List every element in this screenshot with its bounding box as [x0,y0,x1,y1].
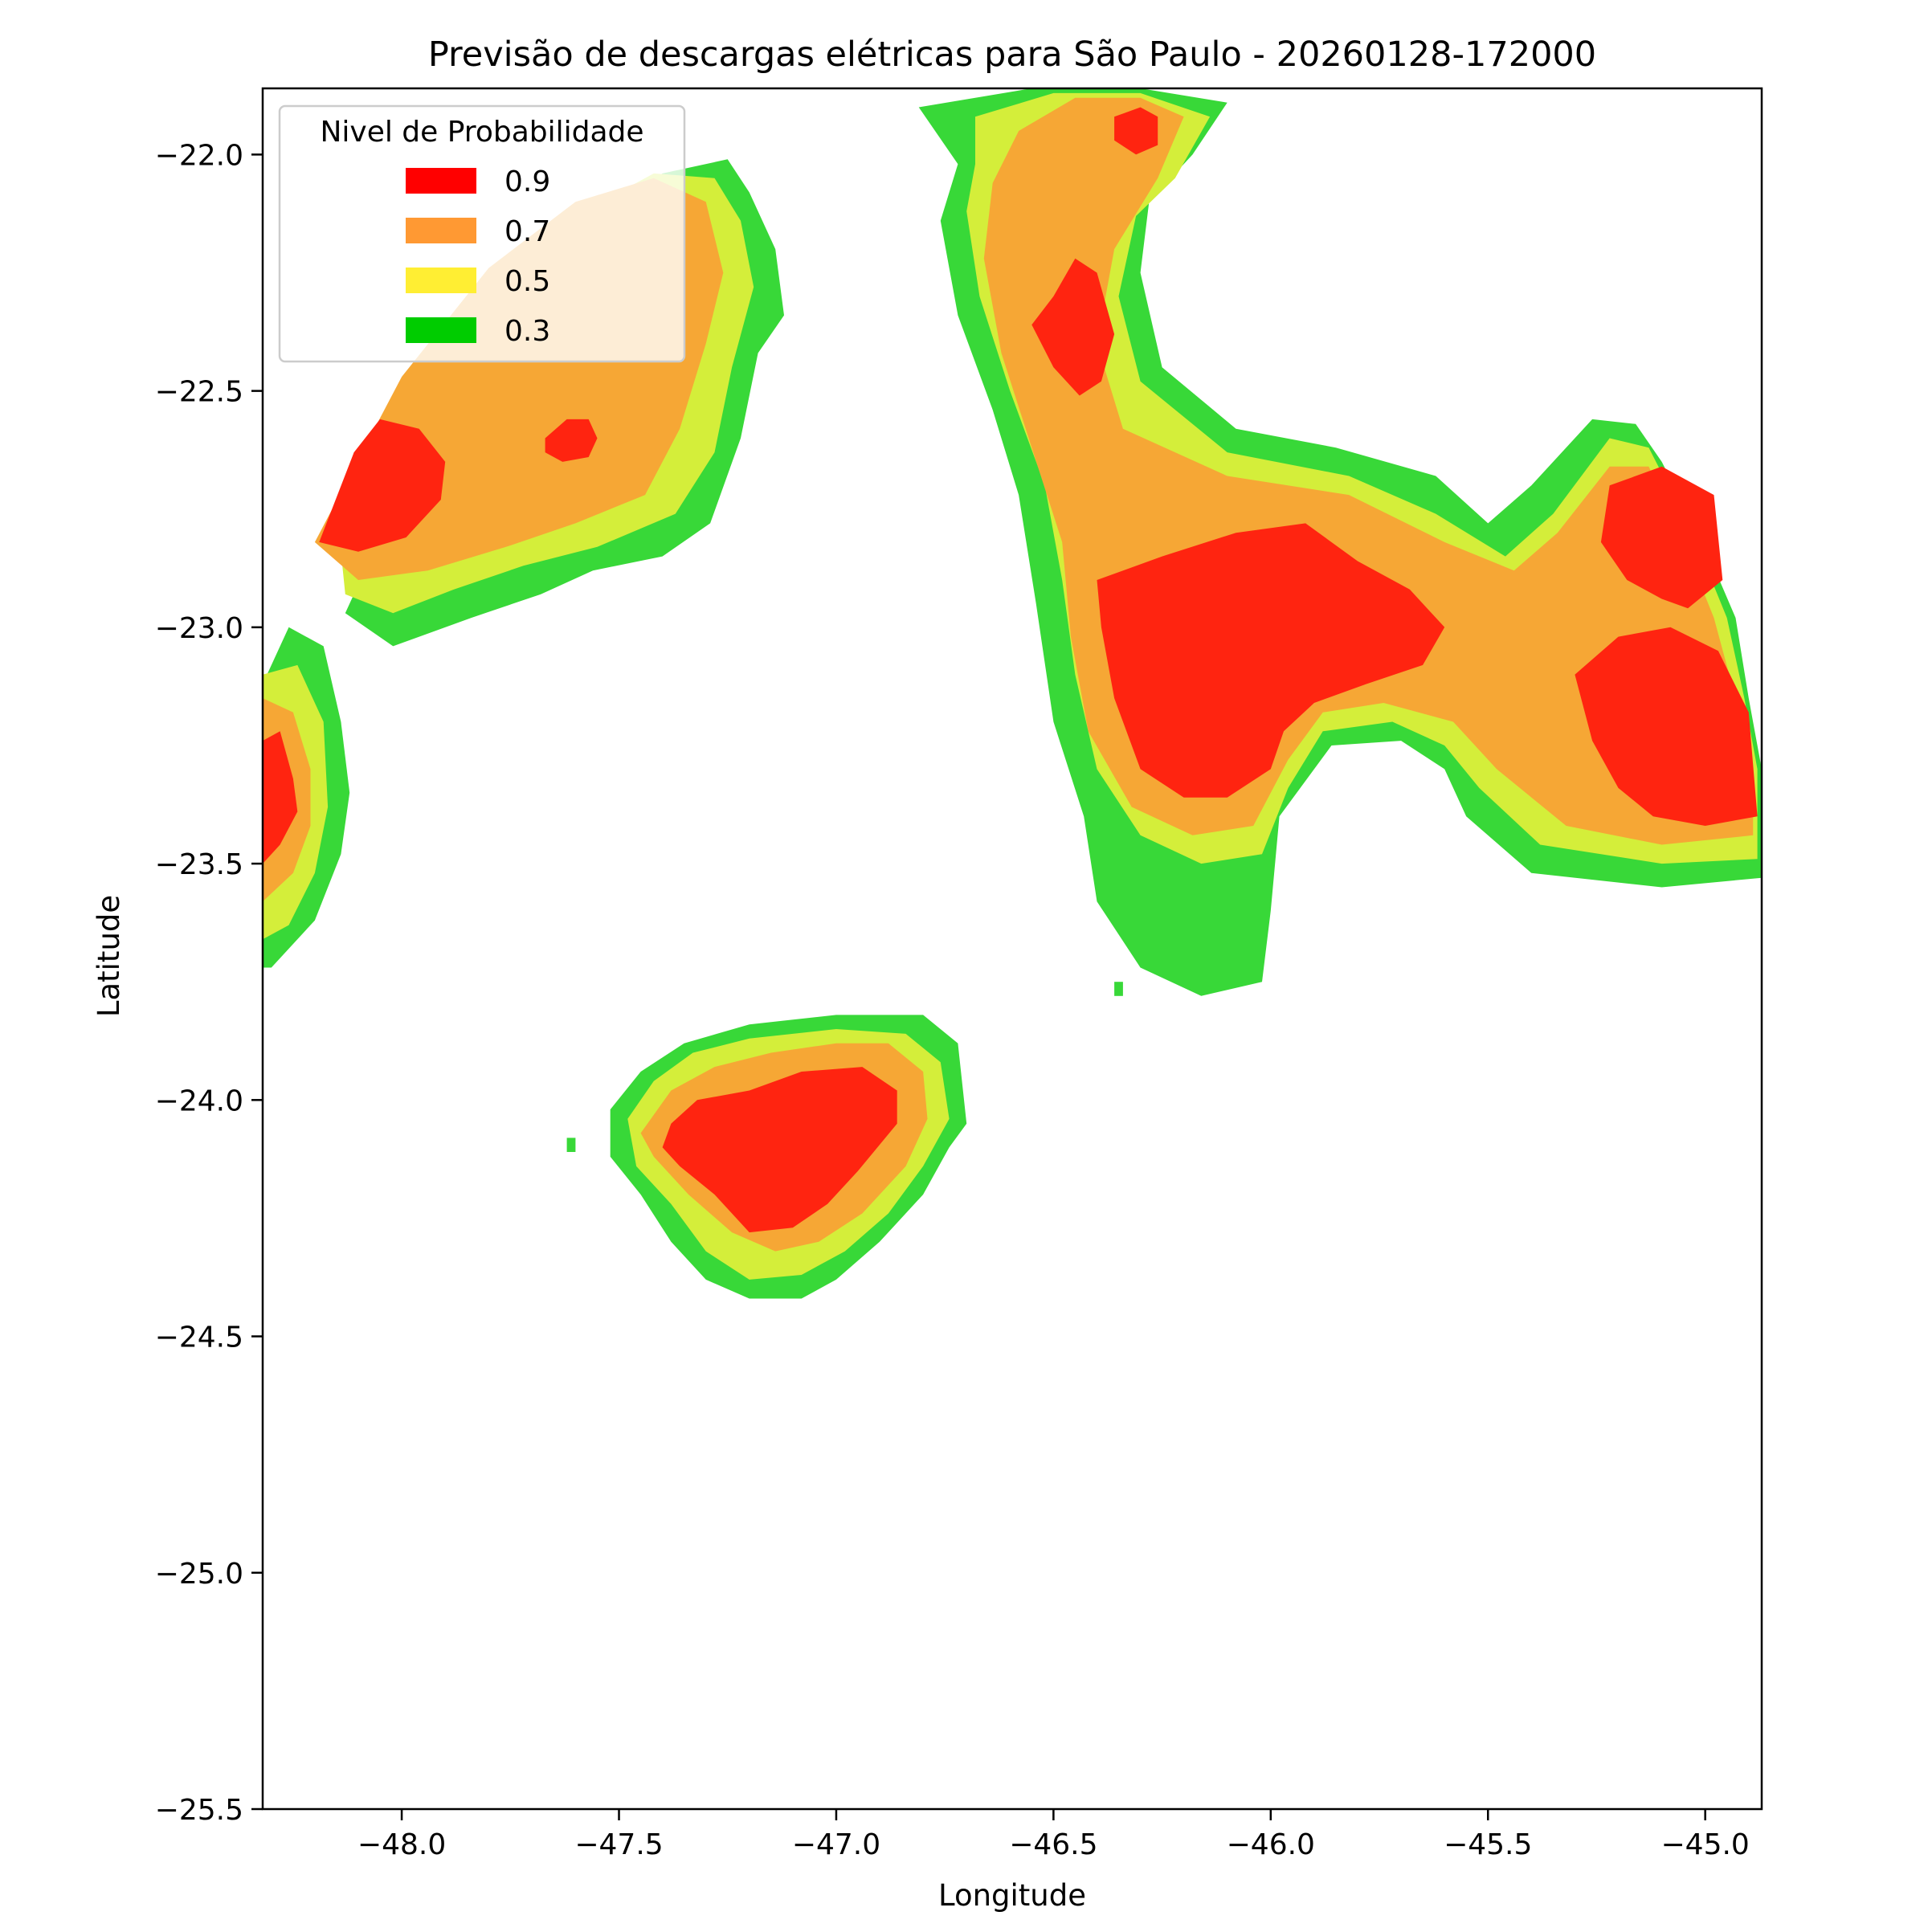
legend-swatch-0-9 [406,168,476,194]
isolated-marks-level-0-3-0 [566,1138,576,1152]
x-tick-label: −48.0 [357,1828,446,1861]
y-tick-label: −22.5 [155,376,243,409]
x-tick-label: −45.5 [1444,1828,1532,1861]
central-east-cell-level-0-9-5 [1097,523,1445,798]
legend-swatch-0-5 [406,268,476,293]
plot-frame [261,87,1763,1811]
legend-label-0-9: 0.9 [504,165,550,198]
y-tick-label: −25.5 [155,1794,243,1827]
legend-swatch-0-7 [406,218,476,243]
plot-area [263,88,1762,1299]
legend-box [278,104,686,363]
x-tick-label: −45.0 [1661,1828,1750,1861]
northwest-cell-level-0-9-3 [319,419,446,552]
x-tick-label: −47.5 [574,1828,663,1861]
legend-swatch-0-3 [406,317,476,343]
x-tick-label: −47.0 [792,1828,880,1861]
northwest-cell-level-0-9-4 [545,419,598,462]
y-tick-label: −23.5 [155,848,243,881]
central-east-cell-level-0-9-4 [1114,107,1158,155]
y-tick-label: −24.5 [155,1321,243,1354]
axis-ticks: −48.0 −47.5 −47.0 −46.5 −46.0 −45.5 −45.0 −22.0… [155,139,1750,1861]
west-edge-cell-level-0-9-3 [263,731,298,864]
y-tick-label: −23.0 [155,612,243,645]
y-tick-label: −22.0 [155,139,243,172]
y-axis-label: Latitude [92,895,126,1017]
y-tick-label: −25.0 [155,1558,243,1591]
contour-fills [263,88,1762,1299]
legend: Nivel de Probabilidade 0.9 0.7 0.5 0.3 [278,104,686,363]
legend-label-0-3: 0.3 [504,315,550,348]
central-east-cell-level-0-9-3 [1031,258,1115,396]
central-east-cell-level-0-9-6 [1600,466,1723,609]
chart-title: Previsão de descargas elétricas para São… [428,35,1596,75]
central-east-cell-level-0-9-7 [1575,627,1758,826]
y-tick-label: −24.0 [155,1084,243,1117]
x-tick-label: −46.0 [1227,1828,1315,1861]
x-axis-label: Longitude [938,1878,1086,1913]
legend-label-0-5: 0.5 [504,265,550,298]
x-tick-label: −46.5 [1009,1828,1097,1861]
isolated-marks-level-0-3-1 [1114,982,1123,996]
south-cell-level-0-9-3 [662,1067,897,1233]
legend-title: Nivel de Probabilidade [320,116,643,149]
legend-label-0-7: 0.7 [504,215,550,248]
